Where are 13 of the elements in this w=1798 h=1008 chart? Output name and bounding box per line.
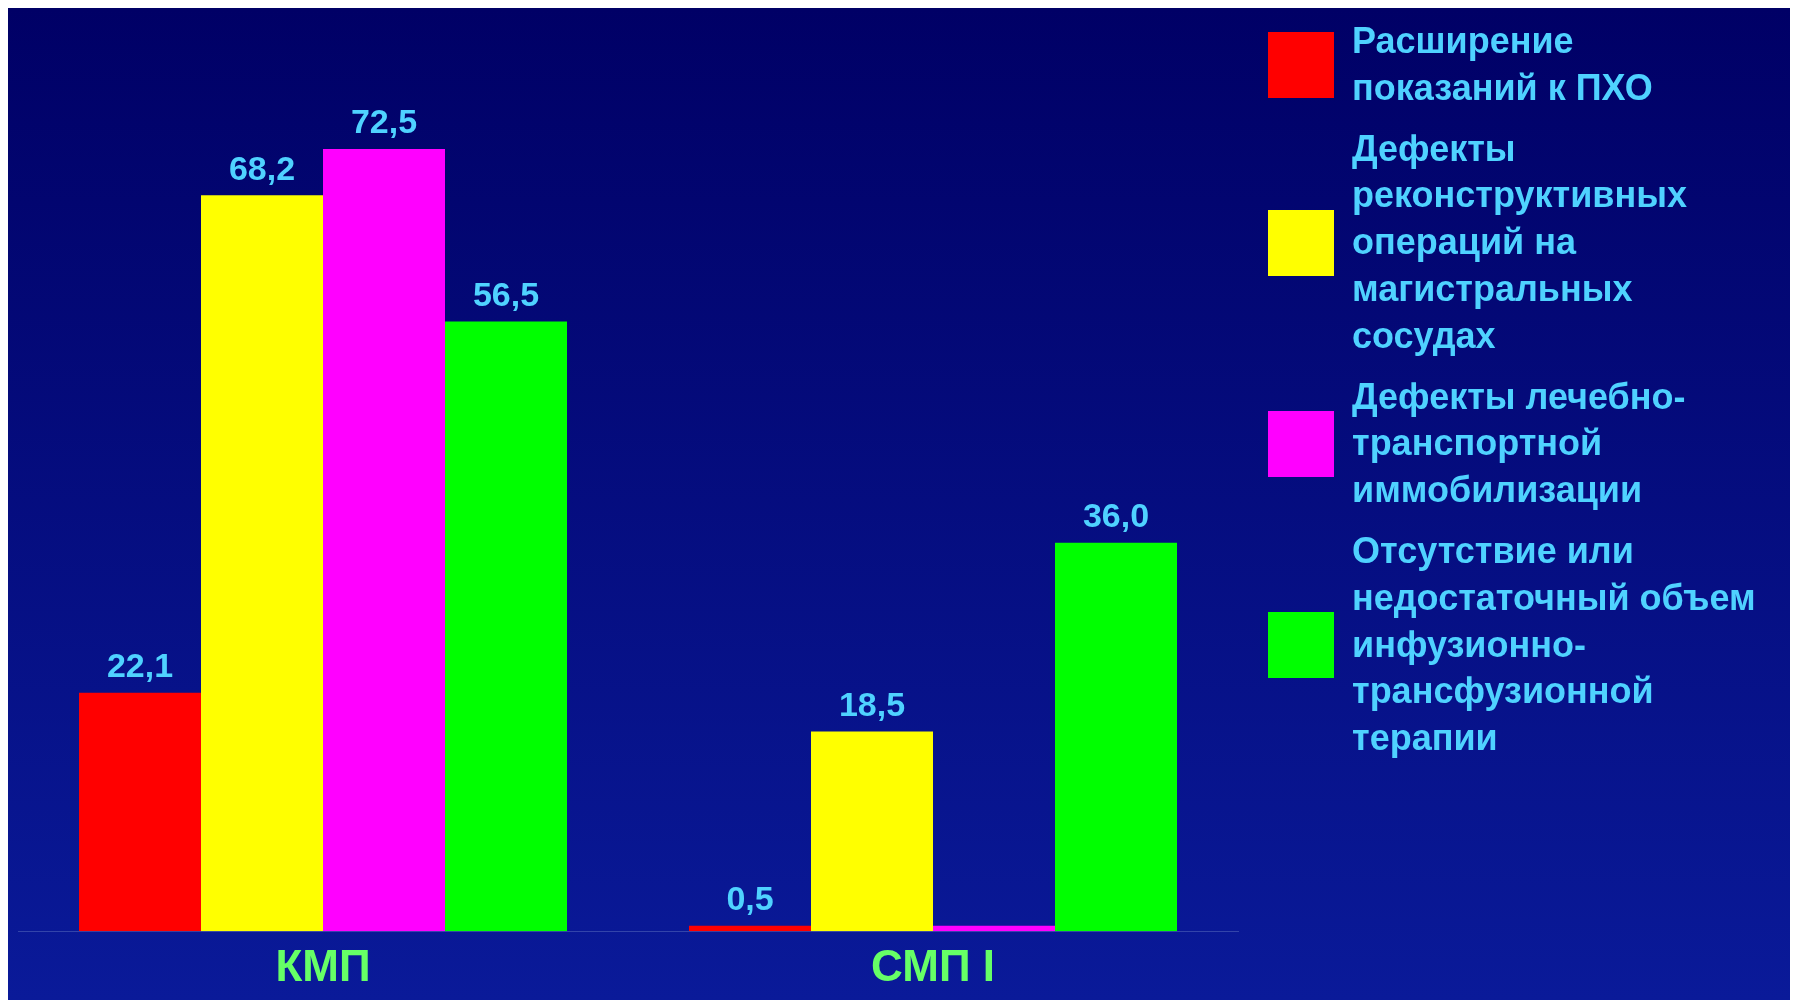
data-label: 56,5	[472, 274, 540, 313]
legend-label: Дефекты лечебно-транспортной иммобилизации	[1352, 374, 1687, 513]
data-label: 18,5	[838, 684, 906, 723]
data-label: 0,5	[726, 879, 774, 918]
data-label: 36,0	[1082, 496, 1150, 535]
data-label: 68,2	[228, 148, 296, 187]
x-tick-label: КМП	[275, 940, 371, 990]
legend-label: Отсутствие или недостаточный объем инфузионно-трансфузионной терапии	[1352, 528, 1757, 761]
data-label: 22,1	[106, 646, 174, 685]
data-label: 72,5	[350, 102, 418, 141]
legend-label: Расширение показаний к ПХО	[1352, 19, 1654, 110]
legend-label: Дефекты реконструктивных операций на магистральных сосудах	[1352, 126, 1688, 358]
x-tick-label: СМП I	[871, 940, 995, 990]
